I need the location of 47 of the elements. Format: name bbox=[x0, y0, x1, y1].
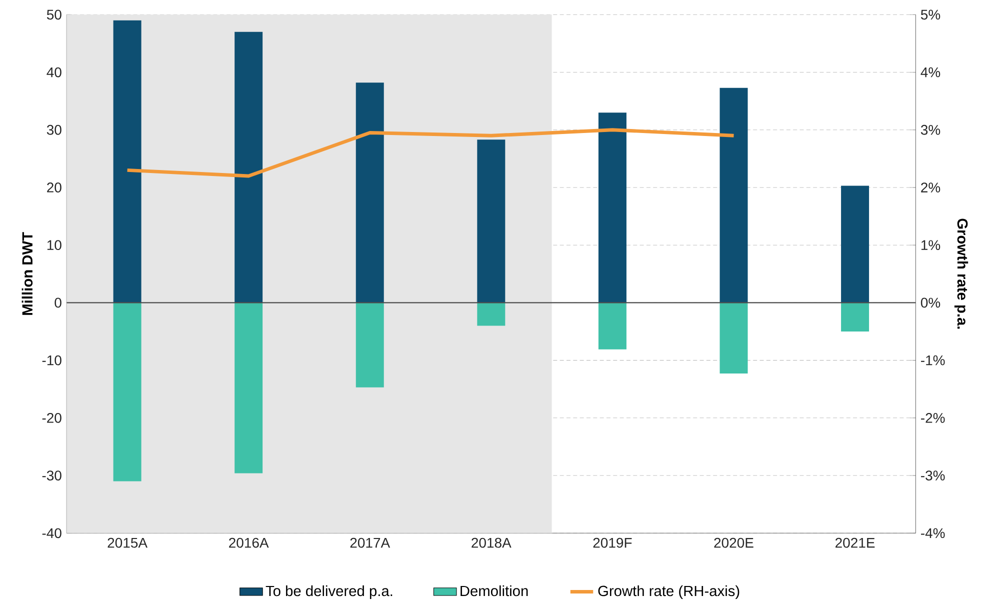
bar bbox=[841, 186, 870, 303]
y2-tick-label: 1% bbox=[921, 240, 940, 250]
legend-label: Demolition bbox=[460, 585, 528, 596]
x-tick-label: 2018A bbox=[472, 538, 512, 548]
y2-tick-label: 2% bbox=[921, 182, 940, 192]
y-tick-label: -10 bbox=[42, 355, 62, 366]
y-tick-label: 40 bbox=[46, 67, 62, 78]
y-tick-label: -20 bbox=[42, 412, 62, 423]
bar bbox=[234, 32, 263, 303]
bar bbox=[356, 82, 384, 303]
bar bbox=[720, 88, 748, 303]
x-tick-label: 2017A bbox=[350, 538, 390, 548]
bar bbox=[477, 140, 506, 303]
bar bbox=[113, 302, 142, 482]
bar bbox=[598, 302, 626, 350]
bar bbox=[477, 302, 506, 326]
y2-tick-label: 4% bbox=[920, 67, 940, 78]
legend-label: To be delivered p.a. bbox=[266, 585, 392, 600]
y2-tick-label: -2% bbox=[921, 412, 945, 423]
y-tick-label: 20 bbox=[47, 182, 62, 192]
line-series bbox=[126, 128, 736, 178]
bar bbox=[841, 302, 870, 332]
bar bbox=[356, 302, 384, 388]
y2-axis-title: Growth rate p.a. bbox=[954, 218, 968, 329]
y-tick-label: 10 bbox=[47, 240, 62, 250]
y-tick-label: -40 bbox=[42, 528, 62, 538]
bar bbox=[598, 112, 626, 303]
y2-tick-label: 3% bbox=[920, 124, 940, 135]
y2-tick-label: -3% bbox=[921, 470, 945, 480]
x-tick-label: 2021E bbox=[836, 538, 875, 548]
legend-label: Growth rate (RH-axis) bbox=[598, 585, 740, 600]
y-tick-label: 50 bbox=[46, 10, 62, 20]
bar bbox=[113, 20, 142, 303]
x-tick-label: 2019F bbox=[593, 538, 632, 548]
y-tick-label: 30 bbox=[46, 124, 62, 135]
x-tick-label: 2016A bbox=[229, 538, 269, 548]
y-tick-label: -30 bbox=[42, 470, 62, 480]
y-axis-title: Million DWT bbox=[22, 232, 33, 315]
bar bbox=[234, 302, 263, 474]
y2-tick-label: -4% bbox=[921, 528, 945, 538]
x-tick-label: 2020E bbox=[714, 538, 754, 548]
y2-tick-label: -1% bbox=[921, 355, 945, 366]
y2-tick-label: 5% bbox=[920, 10, 940, 20]
y2-tick-label: 0% bbox=[920, 298, 940, 308]
bar bbox=[720, 302, 748, 374]
x-tick-label: 2015A bbox=[108, 538, 148, 548]
y-tick-label: 0 bbox=[54, 298, 62, 308]
